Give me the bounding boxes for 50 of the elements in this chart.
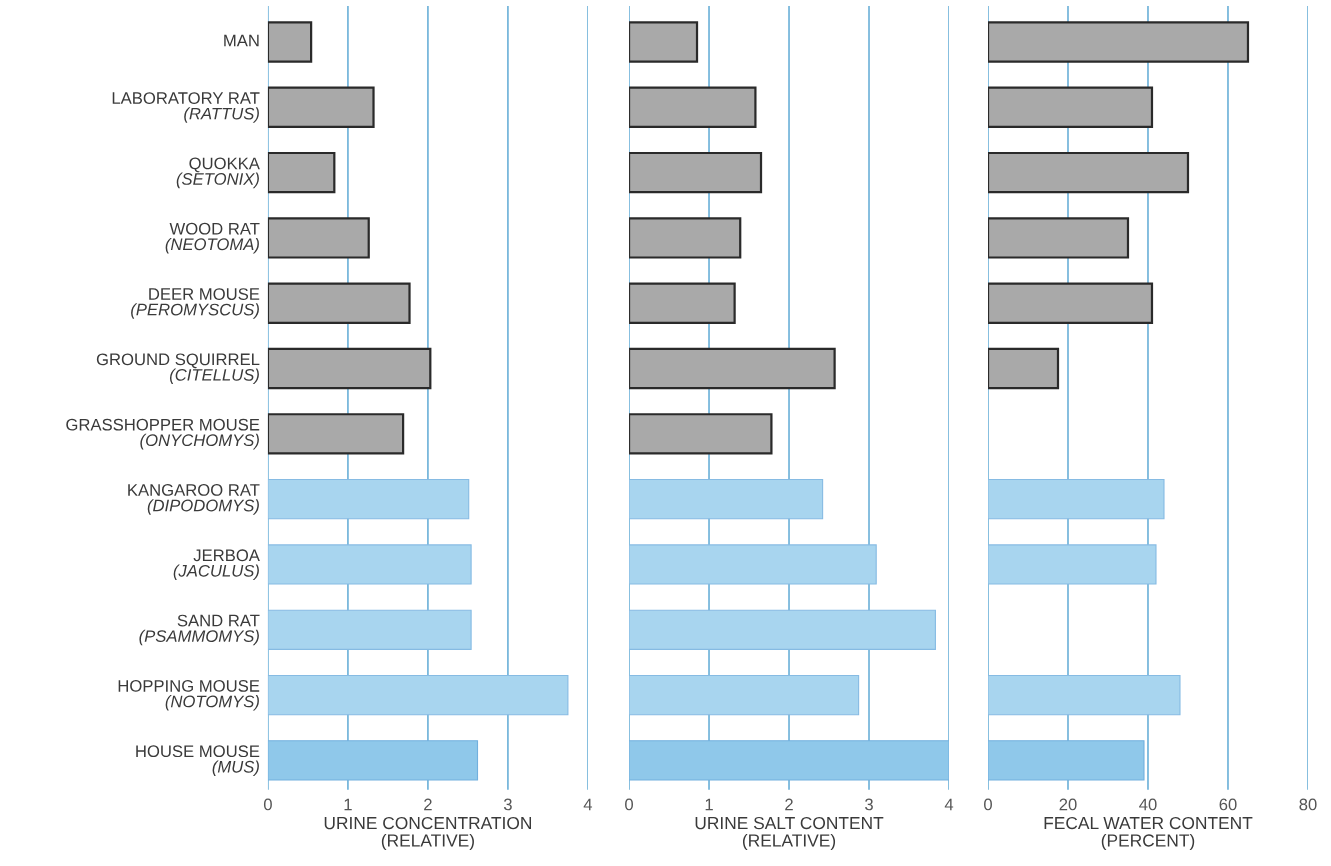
x-tick-label: 0 bbox=[984, 798, 992, 811]
bar bbox=[267, 151, 336, 194]
bar bbox=[629, 151, 763, 194]
x-tick-label: 2 bbox=[424, 798, 432, 811]
x-tick-label: 40 bbox=[1139, 798, 1157, 811]
bar bbox=[267, 21, 313, 63]
x-tick-label: 2 bbox=[785, 798, 793, 811]
y-tick-label: GROUND SQUIRREL (CITELLUS) bbox=[96, 353, 260, 385]
x-tick-label: 3 bbox=[865, 798, 873, 811]
y-tick-label: SAND RAT (PSAMMOMYS) bbox=[139, 614, 260, 646]
x-tick-label: 4 bbox=[583, 798, 593, 811]
x-tick-label: 0 bbox=[263, 798, 272, 811]
bar bbox=[629, 86, 757, 128]
y-tick-label: LABORATORY RAT (RATTUS) bbox=[112, 92, 260, 123]
x-tick-label: 20 bbox=[1059, 798, 1077, 811]
x-tick-label: 1 bbox=[344, 798, 352, 811]
y-tick-label: MAN bbox=[224, 34, 259, 47]
y-tick-label: KANGAROO RAT (DIPODOMYS) bbox=[128, 484, 260, 515]
y-tick-label: HOUSE MOUSE (MUS) bbox=[136, 745, 260, 776]
y-tick-label: WOOD RAT (NEOTOMA) bbox=[165, 222, 260, 254]
x-axis-title: URINE SALT CONTENT (RELATIVE) bbox=[695, 816, 884, 851]
bar bbox=[267, 86, 375, 128]
bar bbox=[267, 217, 370, 259]
bar bbox=[988, 21, 1250, 63]
bar bbox=[629, 282, 736, 324]
bar bbox=[988, 86, 1154, 128]
x-axis-title: URINE CONCENTRATION (RELATIVE) bbox=[324, 816, 531, 851]
x-axis-title: FECAL WATER CONTENT (PERCENT) bbox=[1044, 816, 1253, 851]
x-tick-label: 3 bbox=[503, 798, 512, 811]
bar bbox=[267, 413, 405, 455]
bar bbox=[267, 347, 432, 390]
bar bbox=[988, 347, 1060, 390]
bar bbox=[629, 21, 699, 63]
x-tick-label: 1 bbox=[705, 798, 713, 811]
y-tick-label: JERBOA (JACULUS) bbox=[173, 549, 260, 580]
x-tick-label: 60 bbox=[1219, 798, 1237, 811]
bar bbox=[988, 282, 1154, 324]
bar bbox=[267, 282, 411, 324]
y-tick-label: GRASSHOPPER MOUSE (ONYCHOMYS) bbox=[66, 418, 260, 450]
bar bbox=[629, 413, 773, 455]
y-tick-label: QUOKKA (SETONIX) bbox=[176, 157, 260, 189]
bar bbox=[629, 347, 836, 390]
x-tick-label: 0 bbox=[625, 798, 634, 811]
x-tick-label: 4 bbox=[944, 798, 954, 811]
x-tick-label: 80 bbox=[1299, 798, 1317, 811]
bar bbox=[988, 151, 1190, 194]
bar bbox=[629, 217, 742, 259]
y-tick-label: HOPPING MOUSE (NOTOMYS) bbox=[118, 679, 260, 711]
bar bbox=[988, 217, 1130, 259]
y-tick-label: DEER MOUSE (PEROMYSCUS) bbox=[131, 288, 260, 319]
